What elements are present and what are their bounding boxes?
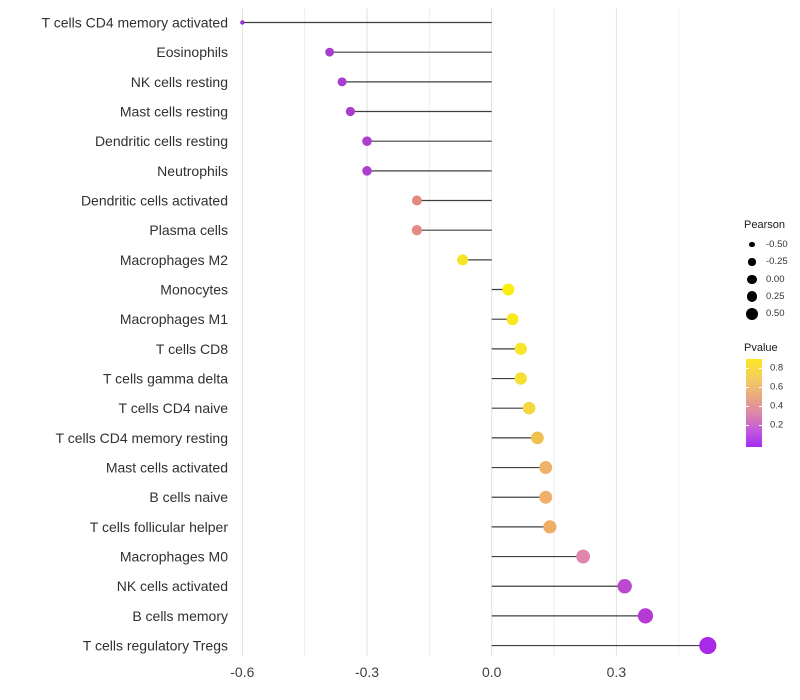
gradient-tick [759, 406, 762, 408]
pvalue-tick-label: 0.2 [770, 419, 784, 431]
lollipop-dot [325, 47, 335, 57]
category-label: T cells gamma delta [103, 371, 228, 387]
pvalue-gradient-bar [746, 359, 762, 447]
lollipop-dot [637, 608, 654, 624]
pearson-item-label: 0.25 [766, 291, 785, 303]
lollipop-dot [514, 372, 527, 385]
pvalue-tick-label: 0.6 [770, 381, 784, 393]
gradient-tick [746, 368, 749, 370]
pearson-item-label: -0.25 [766, 256, 788, 268]
lollipop-dot [617, 579, 632, 594]
pvalue-tick-label: 0.4 [770, 400, 784, 412]
pvalue-legend-title: Pvalue [744, 342, 778, 354]
pearson-item-label: 0.50 [766, 308, 785, 320]
category-label: Monocytes [160, 282, 228, 298]
category-label: T cells follicular helper [90, 519, 229, 535]
gradient-tick [746, 425, 749, 427]
category-label: Dendritic cells resting [95, 133, 228, 149]
pvalue-color-legend: Pvalue 0.8 0.6 0.4 0.2 [744, 342, 800, 451]
lollipop-dot [502, 283, 515, 296]
gradient-tick [746, 406, 749, 408]
lollipop-dot [522, 401, 536, 415]
pearson-legend-title: Pearson [744, 219, 785, 231]
category-label: B cells naive [149, 489, 228, 505]
category-label: T cells CD4 naive [119, 400, 229, 416]
lollipop-dot [699, 636, 717, 655]
size-dot-icon [747, 274, 757, 284]
pearson-legend-item: 0.00 [744, 271, 788, 288]
pearson-dot-box [744, 258, 760, 266]
category-label: T cells CD4 memory activated [42, 15, 228, 31]
category-label: Dendritic cells activated [81, 193, 228, 209]
x-tick-label: 0.0 [482, 664, 502, 680]
pearson-item-label: -0.50 [766, 239, 788, 251]
category-label: NK cells resting [131, 74, 228, 90]
gradient-tick [759, 368, 762, 370]
lollipop-dot [531, 431, 544, 445]
pearson-dot-box [744, 274, 760, 284]
category-label: Macrophages M1 [120, 311, 228, 327]
size-dot-icon [745, 307, 759, 321]
category-label: T cells CD4 memory resting [56, 430, 228, 446]
lollipop-dot [362, 166, 372, 176]
lollipop-dot [411, 224, 423, 236]
pearson-legend-item: 0.50 [744, 305, 788, 322]
pearson-legend-item: -0.50 [744, 236, 788, 253]
category-label: Macrophages M0 [120, 549, 228, 565]
x-tick-label: -0.3 [355, 664, 379, 680]
pearson-dot-box [744, 291, 760, 302]
lollipop-dot [362, 136, 372, 146]
pvalue-tick-label: 0.8 [770, 362, 784, 374]
size-dot-icon [748, 258, 756, 266]
category-label: NK cells activated [117, 578, 228, 594]
lollipop-dot [543, 520, 557, 534]
lollipop-dot [411, 195, 422, 206]
category-label: Mast cells activated [106, 460, 228, 476]
size-dot-icon [749, 242, 755, 248]
category-label: Neutrophils [157, 163, 228, 179]
size-dot-icon [746, 291, 758, 302]
pearson-dot-box [744, 242, 760, 248]
x-tick-label: 0.3 [607, 664, 627, 680]
category-label: T cells regulatory Tregs [83, 638, 228, 654]
category-label: T cells CD8 [156, 341, 228, 357]
gradient-tick [759, 387, 762, 389]
lollipop-dot [539, 461, 553, 475]
pearson-dot-box [744, 307, 760, 321]
lollipop-dot [240, 20, 245, 25]
pearson-size-legend: Pearson -0.50 -0.25 0.00 0.25 0.50 [744, 219, 788, 322]
lollipop-dot [514, 342, 527, 355]
pearson-legend-items: -0.50 -0.25 0.00 0.25 0.50 [744, 236, 788, 322]
pearson-legend-item: -0.25 [744, 253, 788, 270]
category-label: B cells memory [132, 608, 228, 624]
pearson-item-label: 0.00 [766, 273, 785, 285]
lollipop-dot [506, 313, 519, 326]
lollipop-dot [345, 106, 355, 117]
lollipop-dot [337, 77, 347, 87]
category-label: Plasma cells [149, 222, 228, 238]
lollipop-dot [539, 490, 553, 504]
category-label: Macrophages M2 [120, 252, 228, 268]
lollipop-dot [457, 254, 469, 266]
pearson-legend-item: 0.25 [744, 288, 788, 305]
gradient-tick [746, 387, 749, 389]
category-label: Mast cells resting [120, 104, 228, 120]
x-tick-label: -0.6 [230, 664, 254, 680]
category-label: Eosinophils [156, 44, 228, 60]
lollipop-dot [576, 549, 591, 564]
gradient-tick [759, 425, 762, 427]
